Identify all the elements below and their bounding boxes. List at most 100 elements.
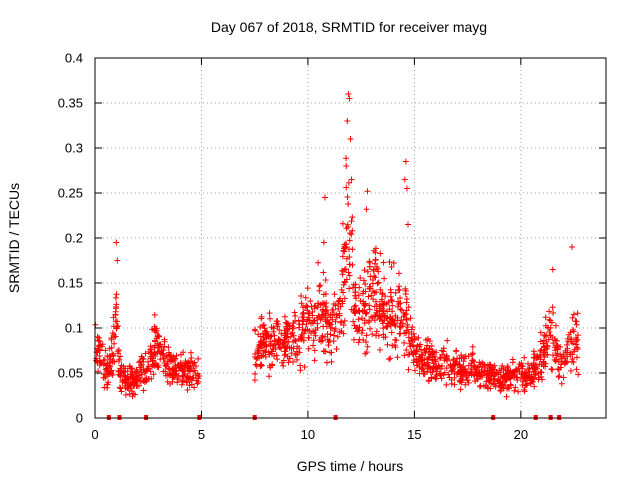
- data-point: [281, 348, 288, 355]
- y-tick-label: 0.3: [65, 141, 83, 156]
- data-point: [184, 366, 191, 372]
- data-point: [499, 379, 506, 386]
- data-point: [195, 355, 202, 362]
- data-point: [544, 351, 551, 358]
- data-point: [380, 310, 387, 317]
- data-point: [568, 358, 575, 365]
- x-tick-label: 5: [198, 427, 205, 442]
- data-point: [152, 350, 159, 357]
- data-point: [192, 363, 199, 370]
- data-point: [379, 291, 386, 298]
- data-point: [375, 268, 382, 275]
- data-point: [340, 281, 347, 288]
- data-point: [546, 308, 553, 315]
- data-point: [503, 393, 510, 400]
- data-point: [443, 352, 450, 359]
- data-point: [570, 348, 577, 355]
- data-point: [410, 330, 417, 337]
- data-point: [258, 352, 265, 359]
- data-point: [330, 300, 337, 307]
- data-point: [568, 244, 575, 250]
- data-point: [151, 311, 158, 318]
- data-point: [348, 176, 355, 183]
- data-point: [284, 343, 291, 350]
- data-point: [373, 298, 380, 305]
- data-point: [415, 334, 422, 341]
- data-point: [145, 358, 152, 365]
- data-point: [394, 303, 401, 310]
- data-point: [314, 320, 321, 327]
- data-point: [109, 358, 116, 365]
- data-point: [357, 275, 364, 282]
- data-point: [301, 364, 308, 370]
- data-point: [169, 378, 176, 385]
- data-point: [363, 206, 370, 213]
- y-axis-label: SRMTID / TECUs: [6, 183, 22, 293]
- data-point: [303, 321, 310, 328]
- data-point: [124, 379, 131, 386]
- data-point: [345, 269, 352, 276]
- data-point: [310, 337, 317, 344]
- data-point: [511, 372, 518, 379]
- data-point: [387, 293, 394, 300]
- data-point: [458, 352, 465, 359]
- data-point: [367, 273, 374, 280]
- data-point: [276, 327, 283, 334]
- data-point: [177, 351, 184, 358]
- data-point: [373, 328, 380, 335]
- data-point: [416, 370, 423, 377]
- data-point: [339, 267, 346, 274]
- data-point: [558, 358, 565, 365]
- data-point: [395, 283, 402, 290]
- data-point: [336, 310, 343, 317]
- data-point: [304, 307, 311, 314]
- data-point: [115, 358, 122, 365]
- data-point: [535, 374, 542, 381]
- data-point: [444, 337, 451, 344]
- data-point: [479, 359, 486, 366]
- data-point: [392, 322, 399, 329]
- data-point: [450, 365, 457, 372]
- data-point: [556, 373, 563, 380]
- data-point: [259, 322, 266, 329]
- data-point: [471, 363, 478, 370]
- data-point: [388, 297, 395, 304]
- data-point: [150, 371, 157, 378]
- data-point: [191, 384, 198, 391]
- data-point: [356, 308, 363, 315]
- data-point: [417, 341, 424, 348]
- data-point: [562, 359, 569, 366]
- data-points: [92, 91, 582, 400]
- data-point: [96, 334, 103, 341]
- data-point: [458, 364, 465, 371]
- data-point: [128, 365, 135, 372]
- data-point: [282, 344, 289, 351]
- data-point: [271, 337, 278, 344]
- data-point: [389, 342, 396, 349]
- data-point: [360, 337, 367, 344]
- data-point: [376, 301, 383, 308]
- data-point: [351, 336, 358, 343]
- data-point: [388, 263, 395, 270]
- data-point: [322, 333, 329, 340]
- data-point: [363, 332, 370, 339]
- data-point: [137, 358, 144, 365]
- data-point: [432, 373, 439, 380]
- data-point: [344, 118, 351, 124]
- data-point: [349, 227, 356, 234]
- data-point: [190, 374, 197, 381]
- data-point: [290, 332, 297, 339]
- data-point: [377, 313, 384, 320]
- data-point: [340, 322, 347, 329]
- data-point: [169, 357, 176, 364]
- data-point: [511, 387, 518, 394]
- data-point: [346, 285, 353, 292]
- data-point: [403, 347, 410, 354]
- data-point: [371, 289, 378, 296]
- data-point: [395, 270, 402, 277]
- data-point: [484, 384, 491, 391]
- data-point: [403, 316, 410, 323]
- data-point: [115, 347, 122, 354]
- data-point: [372, 256, 379, 263]
- data-point: [381, 275, 388, 282]
